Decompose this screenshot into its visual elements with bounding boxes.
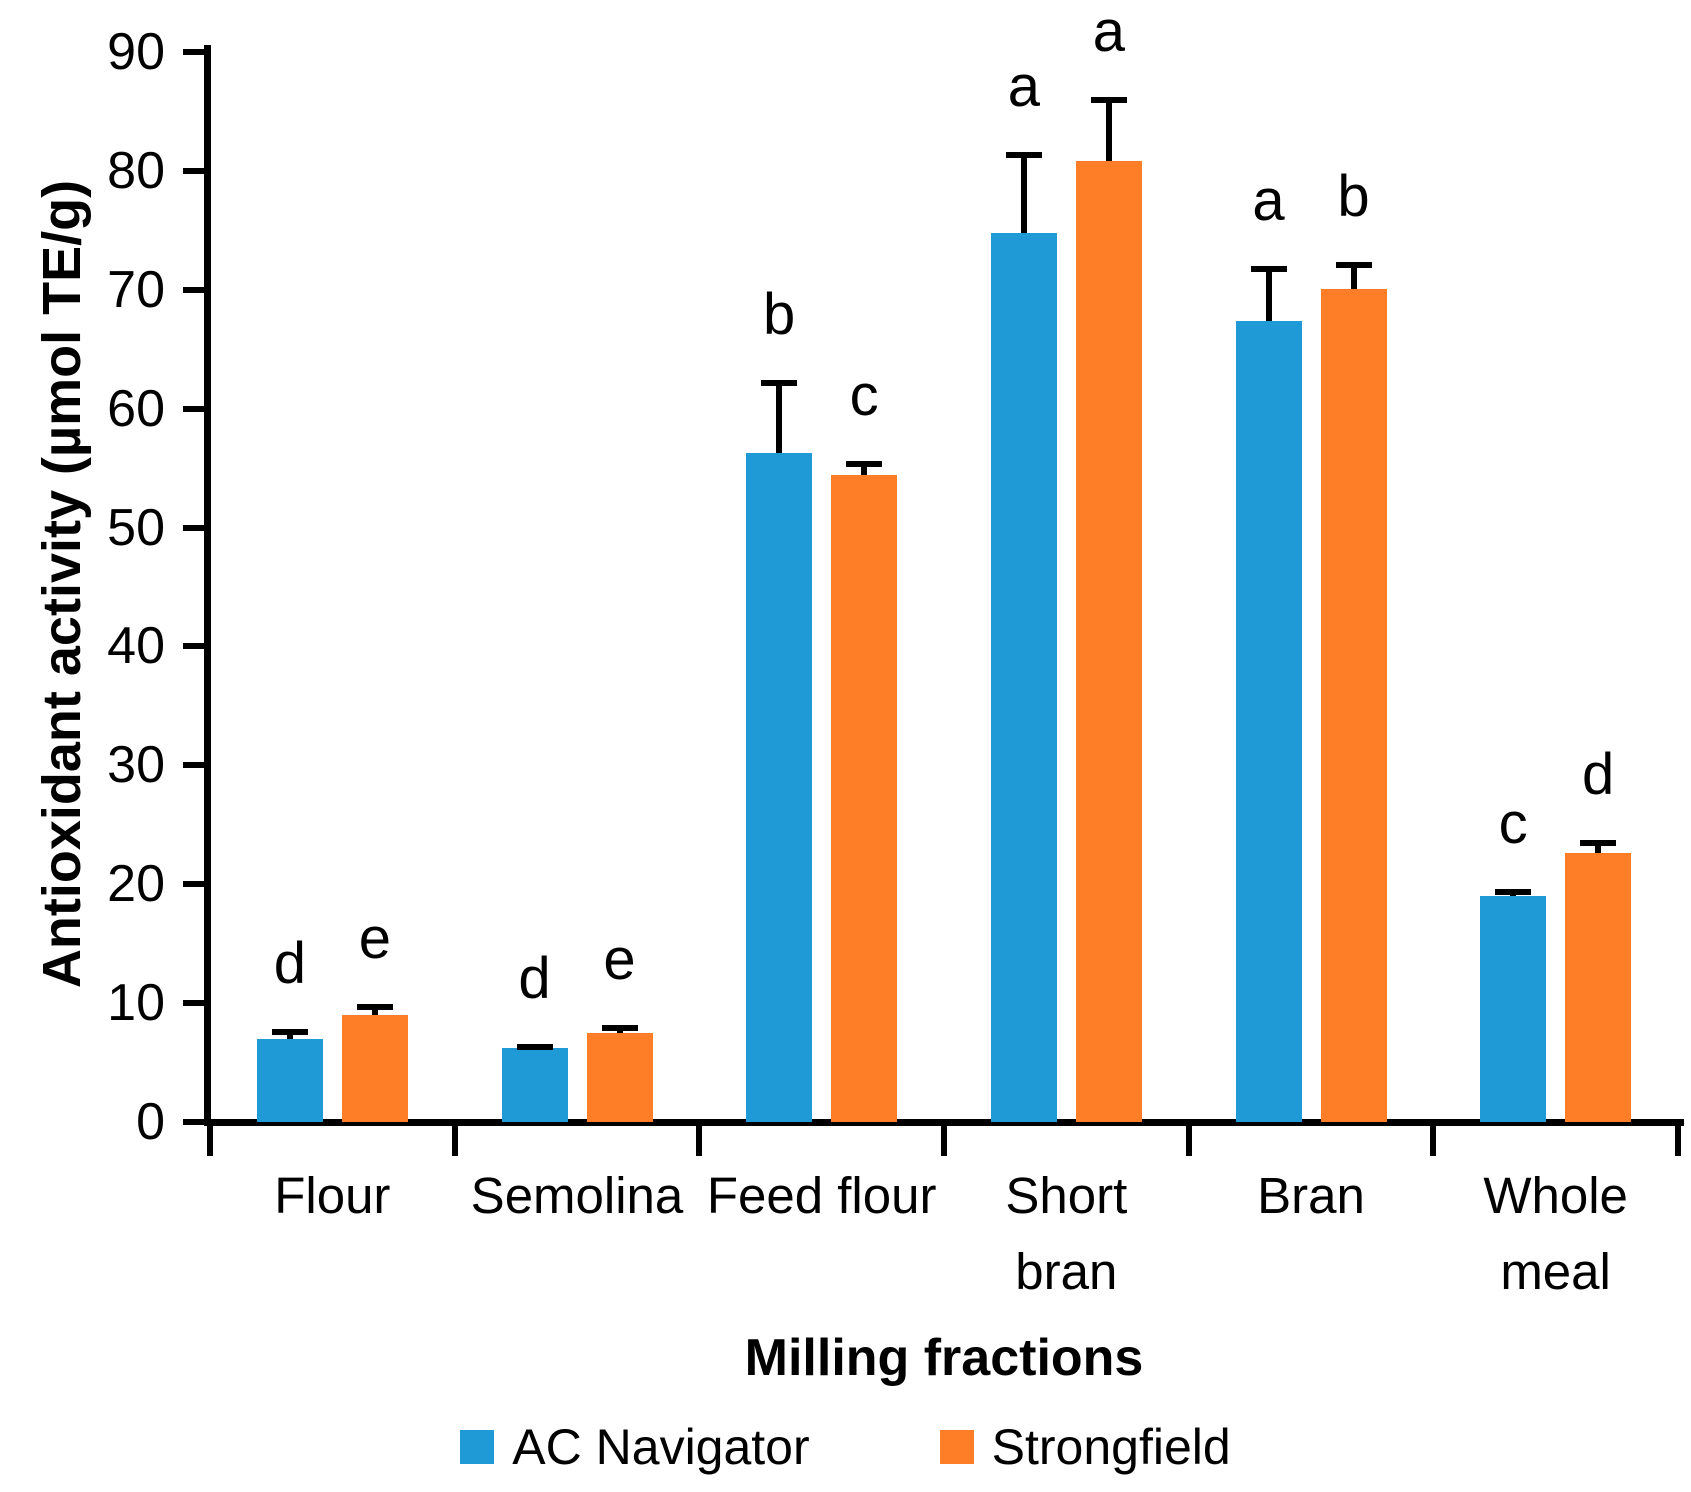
error-bar-cap bbox=[601, 1024, 638, 1031]
y-axis-line bbox=[204, 45, 211, 1126]
error-bar-cap bbox=[1335, 262, 1372, 269]
y-tick-mark bbox=[183, 1119, 205, 1125]
x-category-label-flour: Flour bbox=[274, 1167, 391, 1224]
bar-ac-navigator-short-bran bbox=[990, 232, 1057, 1122]
error-bar-cap bbox=[271, 1029, 308, 1036]
y-tick-label: 40 bbox=[107, 617, 165, 676]
y-tick-label: 0 bbox=[136, 1093, 165, 1151]
error-bar-stem bbox=[1265, 266, 1272, 321]
bar-ac-navigator-feed-flour bbox=[746, 452, 813, 1122]
error-bar-cap bbox=[1090, 97, 1127, 104]
x-tick-mark bbox=[1430, 1126, 1437, 1156]
x-axis-line bbox=[204, 1119, 1684, 1126]
significance-letter: b bbox=[1337, 164, 1370, 230]
x-category-label-whole-meal: Whole meal bbox=[1483, 1167, 1628, 1300]
legend-swatch-ac-navigator bbox=[460, 1430, 495, 1464]
y-tick-mark bbox=[183, 286, 205, 293]
error-bar-cap bbox=[1005, 151, 1042, 158]
error-bar-stem bbox=[776, 380, 783, 453]
x-axis-title: Milling fractions bbox=[744, 1329, 1144, 1387]
significance-letter: b bbox=[763, 282, 796, 348]
y-tick-label: 20 bbox=[107, 855, 165, 914]
y-tick-mark bbox=[183, 49, 205, 55]
error-bar-cap bbox=[1580, 840, 1617, 847]
error-bar-stem bbox=[861, 460, 868, 476]
x-tick-mark bbox=[941, 1126, 947, 1156]
legend-item-ac-navigator: AC Navigator bbox=[460, 1418, 810, 1476]
x-category-labels: Flour Semolina Feed flour Short bran Bran Whol… bbox=[210, 1158, 1678, 1310]
bar-strongfield-feed-flour bbox=[831, 475, 898, 1122]
error-bar-stem bbox=[1020, 151, 1027, 233]
significance-letter: e bbox=[358, 906, 391, 972]
legend-swatch-strongfield bbox=[939, 1430, 974, 1464]
error-bar-cap bbox=[1495, 888, 1532, 895]
error-bar-stem bbox=[1105, 97, 1112, 162]
y-tick-mark bbox=[183, 1000, 205, 1007]
legend-item-strongfield: Strongfield bbox=[939, 1418, 1231, 1476]
x-tick-mark bbox=[1185, 1126, 1192, 1156]
y-tick-label: 30 bbox=[107, 736, 165, 795]
x-tick-mark bbox=[207, 1126, 213, 1156]
y-tick-label: 70 bbox=[107, 260, 165, 319]
y-tick-mark bbox=[183, 643, 205, 650]
x-category-label-semolina: Semolina bbox=[470, 1167, 684, 1224]
bar-ac-navigator-whole-meal bbox=[1480, 896, 1547, 1122]
x-category-label-bran: Bran bbox=[1257, 1167, 1365, 1224]
bar-strongfield-whole-meal bbox=[1565, 853, 1632, 1122]
significance-letter: d bbox=[273, 931, 306, 997]
legend-label-ac-navigator: AC Navigator bbox=[512, 1419, 810, 1475]
error-bar-cap bbox=[761, 380, 798, 387]
y-tick-label: 50 bbox=[107, 498, 165, 557]
significance-letter: e bbox=[603, 926, 636, 992]
y-tick-mark bbox=[183, 881, 205, 888]
error-bar-stem bbox=[1595, 840, 1602, 854]
significance-letter: a bbox=[1007, 53, 1040, 119]
bar-strongfield-flour bbox=[341, 1015, 408, 1122]
y-tick-label: 60 bbox=[107, 379, 165, 438]
bar-strongfield-semolina bbox=[586, 1032, 653, 1122]
y-tick-label: 10 bbox=[107, 974, 165, 1033]
significance-letter: d bbox=[1582, 742, 1615, 808]
y-tick-label: 90 bbox=[107, 23, 165, 81]
legend: AC Navigator Strongfield bbox=[0, 1418, 1691, 1476]
error-bar-cap bbox=[356, 1004, 393, 1011]
y-tick-mark bbox=[183, 762, 205, 769]
y-tick-label: 80 bbox=[107, 141, 165, 200]
x-tick-mark bbox=[1675, 1126, 1681, 1156]
significance-letter: a bbox=[1252, 168, 1285, 233]
bar-ac-navigator-flour bbox=[256, 1038, 323, 1122]
bar-strongfield-bran bbox=[1320, 288, 1387, 1122]
error-bar-cap bbox=[1250, 266, 1287, 272]
x-category-label-short-bran: Short bran bbox=[1005, 1167, 1128, 1300]
significance-letter: d bbox=[518, 945, 551, 1011]
error-bar-stem bbox=[1350, 262, 1357, 289]
y-tick-mark bbox=[183, 524, 205, 531]
error-bar-cap bbox=[846, 460, 883, 467]
bar-ac-navigator-bran bbox=[1235, 320, 1302, 1122]
legend-label-strongfield: Strongfield bbox=[991, 1419, 1231, 1475]
significance-letter: c bbox=[849, 362, 879, 428]
bar-ac-navigator-semolina bbox=[501, 1048, 568, 1122]
x-category-label-feed-flour: Feed flour bbox=[706, 1167, 937, 1224]
significance-letter: c bbox=[1498, 790, 1528, 856]
y-tick-mark bbox=[183, 405, 205, 412]
x-tick-mark bbox=[451, 1126, 458, 1156]
y-tick-mark bbox=[183, 167, 205, 174]
error-bar-cap bbox=[516, 1043, 553, 1050]
x-tick-mark bbox=[696, 1126, 703, 1156]
bar-strongfield-short-bran bbox=[1075, 161, 1142, 1122]
significance-letter: a bbox=[1092, 0, 1125, 65]
